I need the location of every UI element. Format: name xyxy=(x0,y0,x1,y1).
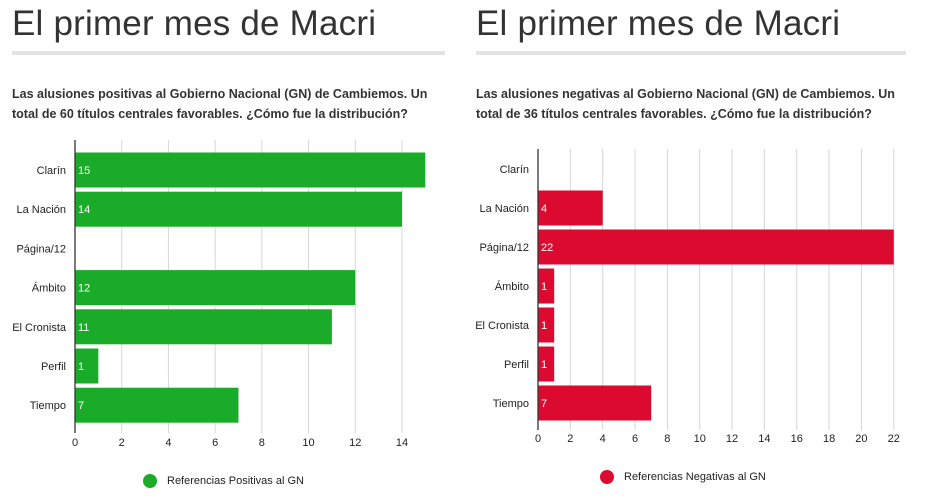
legend-label: Referencias Negativas al GN xyxy=(624,471,766,483)
x-tick-label: 4 xyxy=(600,433,606,445)
bar xyxy=(538,385,652,421)
data-label: 11 xyxy=(78,322,89,334)
legend-swatch xyxy=(600,470,614,484)
legend[interactable]: Referencias Negativas al GN xyxy=(600,470,766,484)
data-label: 22 xyxy=(541,242,553,254)
title-divider xyxy=(476,51,906,55)
chart-subtitle: Las alusiones negativas al Gobierno Naci… xyxy=(476,87,895,121)
title-divider xyxy=(12,51,445,55)
x-tick-label: 22 xyxy=(888,433,900,445)
legend[interactable]: Referencias Positivas al GN xyxy=(143,474,304,488)
category-label: El Cronista xyxy=(12,322,67,334)
data-label: 14 xyxy=(78,204,90,216)
x-tick-label: 12 xyxy=(349,437,361,449)
bar xyxy=(75,191,402,227)
left-chart-panel: El primer mes de Macri Las alusiones pos… xyxy=(0,0,452,500)
x-tick-label: 14 xyxy=(396,437,408,449)
x-tick-label: 20 xyxy=(855,433,867,445)
data-label: 15 xyxy=(78,165,90,177)
category-label: Tiempo xyxy=(493,398,529,410)
data-label: 7 xyxy=(541,398,547,410)
legend-swatch xyxy=(143,474,157,488)
category-label: Perfil xyxy=(41,361,66,373)
data-label: 1 xyxy=(78,361,84,373)
category-label: Clarín xyxy=(37,165,66,177)
category-label: Página/12 xyxy=(479,242,529,254)
data-label: 7 xyxy=(78,400,84,412)
data-label: 1 xyxy=(541,281,547,293)
data-label: 1 xyxy=(541,320,547,332)
data-label: 12 xyxy=(78,283,90,295)
bar xyxy=(75,309,332,345)
category-label: Clarín xyxy=(500,164,529,176)
x-tick-label: 8 xyxy=(664,433,670,445)
legend-label: Referencias Positivas al GN xyxy=(167,475,304,487)
category-label: El Cronista xyxy=(475,320,530,332)
x-tick-label: 0 xyxy=(535,433,541,445)
category-label: Ámbito xyxy=(32,282,66,295)
category-label: Perfil xyxy=(504,359,529,371)
x-tick-label: 0 xyxy=(72,437,78,449)
category-label: Ámbito xyxy=(495,280,529,293)
category-label: La Nación xyxy=(16,204,66,216)
bar xyxy=(538,346,555,382)
category-label: La Nación xyxy=(479,203,529,215)
x-tick-label: 8 xyxy=(259,437,265,449)
x-tick-label: 2 xyxy=(119,437,125,449)
x-tick-label: 6 xyxy=(212,437,218,449)
negative-references-bar-chart: Clarín La Nación 4 Página/12 22 Ámbito 1 El Cro… xyxy=(475,149,900,445)
bar xyxy=(75,152,426,188)
category-label: Tiempo xyxy=(30,400,66,412)
bar xyxy=(538,307,555,343)
x-tick-label: 12 xyxy=(726,433,738,445)
bar xyxy=(538,190,603,226)
category-label: Página/12 xyxy=(16,243,66,255)
x-tick-label: 2 xyxy=(567,433,573,445)
x-tick-label: 18 xyxy=(823,433,835,445)
chart-subtitle: Las alusiones positivas al Gobierno Naci… xyxy=(12,87,428,121)
x-tick-label: 10 xyxy=(302,437,314,449)
x-tick-label: 4 xyxy=(165,437,171,449)
x-tick-label: 16 xyxy=(791,433,803,445)
data-label: 4 xyxy=(541,203,547,215)
bar xyxy=(75,348,99,384)
right-chart-panel: El primer mes de Macri Las alusiones neg… xyxy=(468,0,929,500)
bar xyxy=(75,270,356,306)
chart-title: El primer mes de Macri xyxy=(12,4,377,43)
chart-title: El primer mes de Macri xyxy=(476,4,841,43)
data-label: 1 xyxy=(541,359,547,371)
x-tick-label: 14 xyxy=(758,433,770,445)
x-tick-label: 10 xyxy=(694,433,706,445)
bar xyxy=(538,229,894,265)
bar xyxy=(75,387,239,423)
bar xyxy=(538,268,555,304)
x-tick-label: 6 xyxy=(632,433,638,445)
